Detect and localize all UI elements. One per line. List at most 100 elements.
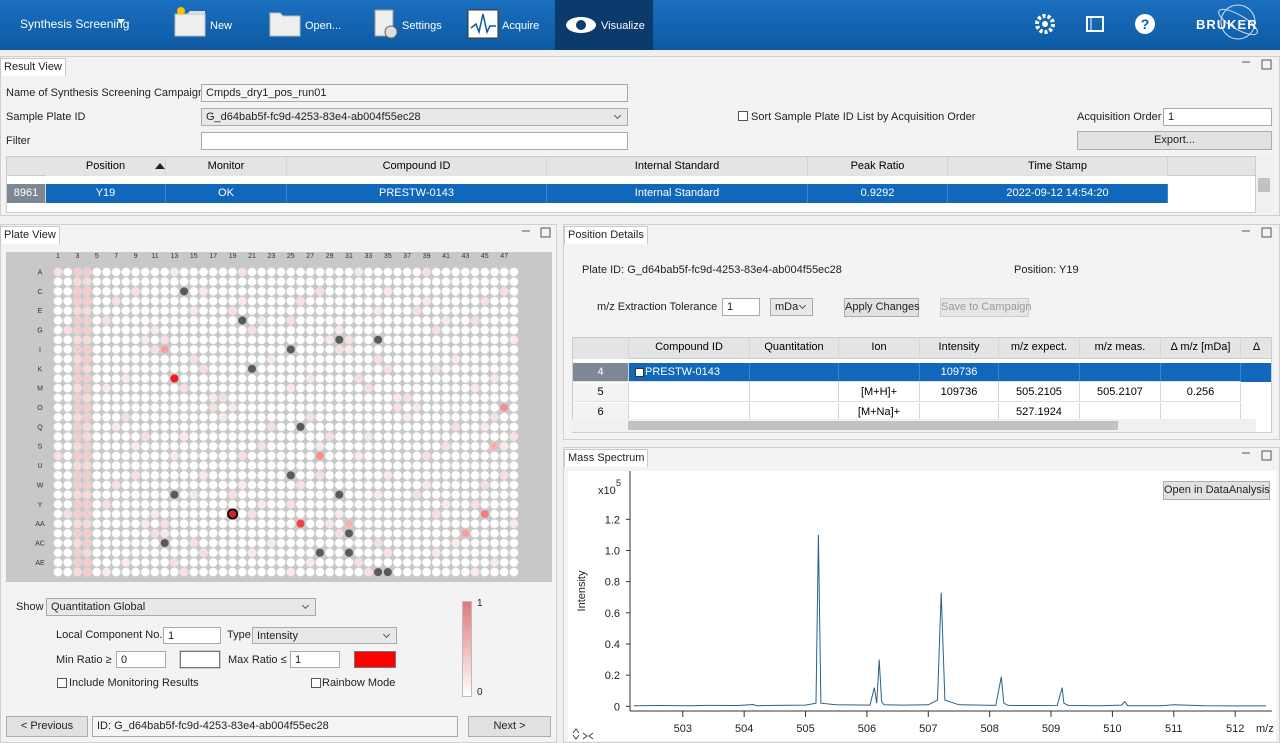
panel-tab[interactable]: Plate View: [0, 226, 60, 244]
order-input[interactable]: 1: [1163, 108, 1272, 126]
well: [150, 557, 160, 567]
filter-input[interactable]: [201, 132, 628, 150]
well: [490, 412, 500, 422]
well: [150, 364, 160, 374]
column-label: 43: [462, 253, 470, 260]
save-button[interactable]: Save to Campaign: [940, 298, 1032, 317]
table-cell[interactable]: 109736: [920, 363, 999, 382]
well: [121, 267, 131, 277]
column-header[interactable]: Ion: [839, 338, 920, 359]
column-header[interactable]: Intensity: [920, 338, 999, 359]
export-button[interactable]: Export...: [1077, 131, 1272, 150]
well: [237, 354, 247, 364]
column-header[interactable]: Compound ID: [287, 157, 547, 176]
checkbox[interactable]: [57, 678, 67, 688]
campaign-input[interactable]: Cmpds_dry1_pos_run01: [201, 84, 628, 102]
column-header[interactable]: Time Stamp: [948, 157, 1168, 176]
table-cell[interactable]: 5: [573, 383, 629, 402]
table-cell[interactable]: 505.2107: [1080, 383, 1161, 402]
column-header[interactable]: Monitor: [166, 157, 287, 176]
well: [72, 422, 82, 432]
checkbox[interactable]: [311, 678, 321, 688]
table-cell[interactable]: 109736: [920, 383, 999, 402]
unit-dropdown[interactable]: mDa: [770, 298, 813, 316]
table-cell[interactable]: [999, 363, 1080, 382]
min-input[interactable]: 0: [116, 651, 166, 668]
toolbar-button[interactable]: Visualize: [601, 20, 645, 32]
column-header[interactable]: Quantitation: [750, 338, 839, 359]
type-dropdown[interactable]: Intensity: [252, 627, 397, 644]
h-scrollbar[interactable]: [572, 419, 1256, 432]
well: [266, 557, 276, 567]
table-cell[interactable]: 4: [573, 363, 629, 382]
well: [257, 373, 267, 383]
table-cell[interactable]: [629, 383, 750, 402]
table-cell[interactable]: OK: [166, 184, 287, 203]
panel-tab[interactable]: Mass Spectrum: [564, 449, 649, 467]
scrollbar[interactable]: [1256, 156, 1272, 213]
well: [422, 480, 432, 490]
table-cell[interactable]: Y19: [46, 184, 166, 203]
previous-button[interactable]: < Previous: [6, 716, 88, 737]
toolbar-button[interactable]: New: [210, 20, 233, 32]
toolbar-button[interactable]: Settings: [402, 20, 442, 32]
open-button[interactable]: Open in DataAnalysis: [1163, 481, 1270, 500]
well: [218, 451, 228, 461]
table-cell[interactable]: 2022-09-12 14:54:20: [948, 184, 1168, 203]
apply-button[interactable]: Apply Changes: [844, 298, 920, 317]
well: [470, 548, 480, 558]
show-dropdown[interactable]: Quantitation Global: [46, 598, 316, 616]
toolbar-button[interactable]: Acquire: [502, 20, 540, 32]
column-header[interactable]: m/z expect.: [999, 338, 1080, 359]
toolbar-button[interactable]: Open...: [305, 20, 342, 32]
table-cell[interactable]: [750, 383, 839, 402]
column-header[interactable]: m/z meas.: [1080, 338, 1161, 359]
column-header[interactable]: Compound ID: [629, 338, 750, 359]
tolerance-input[interactable]: 1: [722, 298, 760, 316]
scroll-thumb[interactable]: [628, 421, 1118, 430]
table-cell[interactable]: [750, 363, 839, 382]
logo: BRUKER: [1196, 17, 1258, 32]
column-header[interactable]: Δ m/z [mDa]: [1161, 338, 1241, 359]
min-color[interactable]: [179, 650, 221, 669]
table-cell[interactable]: [M+H]+: [839, 383, 920, 402]
column-header[interactable]: Position: [46, 157, 166, 176]
table-cell[interactable]: 0.9292: [808, 184, 948, 203]
well: [160, 412, 170, 422]
table-cell[interactable]: PRESTW-0143: [629, 363, 750, 382]
scroll-thumb[interactable]: [1258, 178, 1270, 192]
panel-tab[interactable]: Position Details: [564, 226, 648, 244]
column-header[interactable]: Δ: [1241, 338, 1271, 359]
table-cell[interactable]: 505.2105: [999, 383, 1080, 402]
well: [286, 403, 296, 413]
table-cell[interactable]: [839, 363, 920, 382]
well: [402, 267, 412, 277]
well: [237, 344, 247, 354]
table-cell[interactable]: 0.256: [1161, 383, 1241, 402]
table-cell[interactable]: [1161, 363, 1241, 382]
row-label: Y: [38, 502, 43, 509]
plate-dropdown[interactable]: G_d64bab5f-fc9d-4253-83e4-ab004f55ec28: [201, 108, 628, 126]
well: [150, 461, 160, 471]
checkbox[interactable]: [738, 111, 748, 121]
component-input[interactable]: 1: [163, 627, 221, 644]
table-cell[interactable]: [1080, 363, 1161, 382]
table-cell[interactable]: Internal Standard: [547, 184, 808, 203]
well: [257, 315, 267, 325]
well: [344, 499, 354, 509]
table-cell[interactable]: PRESTW-0143: [287, 184, 547, 203]
well: [228, 393, 238, 403]
panel-tab[interactable]: Result View: [0, 58, 66, 76]
well: [247, 393, 257, 403]
column-header[interactable]: Internal Standard: [547, 157, 808, 176]
well: [53, 277, 63, 287]
column-header[interactable]: Peak Ratio: [808, 157, 948, 176]
next-button[interactable]: Next >: [468, 716, 551, 737]
max-input[interactable]: 1: [290, 651, 340, 668]
well: [422, 364, 432, 374]
well: [53, 344, 63, 354]
max-color[interactable]: [354, 651, 396, 668]
row-label: E: [38, 308, 43, 315]
app-menu[interactable]: Synthesis Screening: [20, 17, 130, 31]
well: [198, 519, 208, 529]
